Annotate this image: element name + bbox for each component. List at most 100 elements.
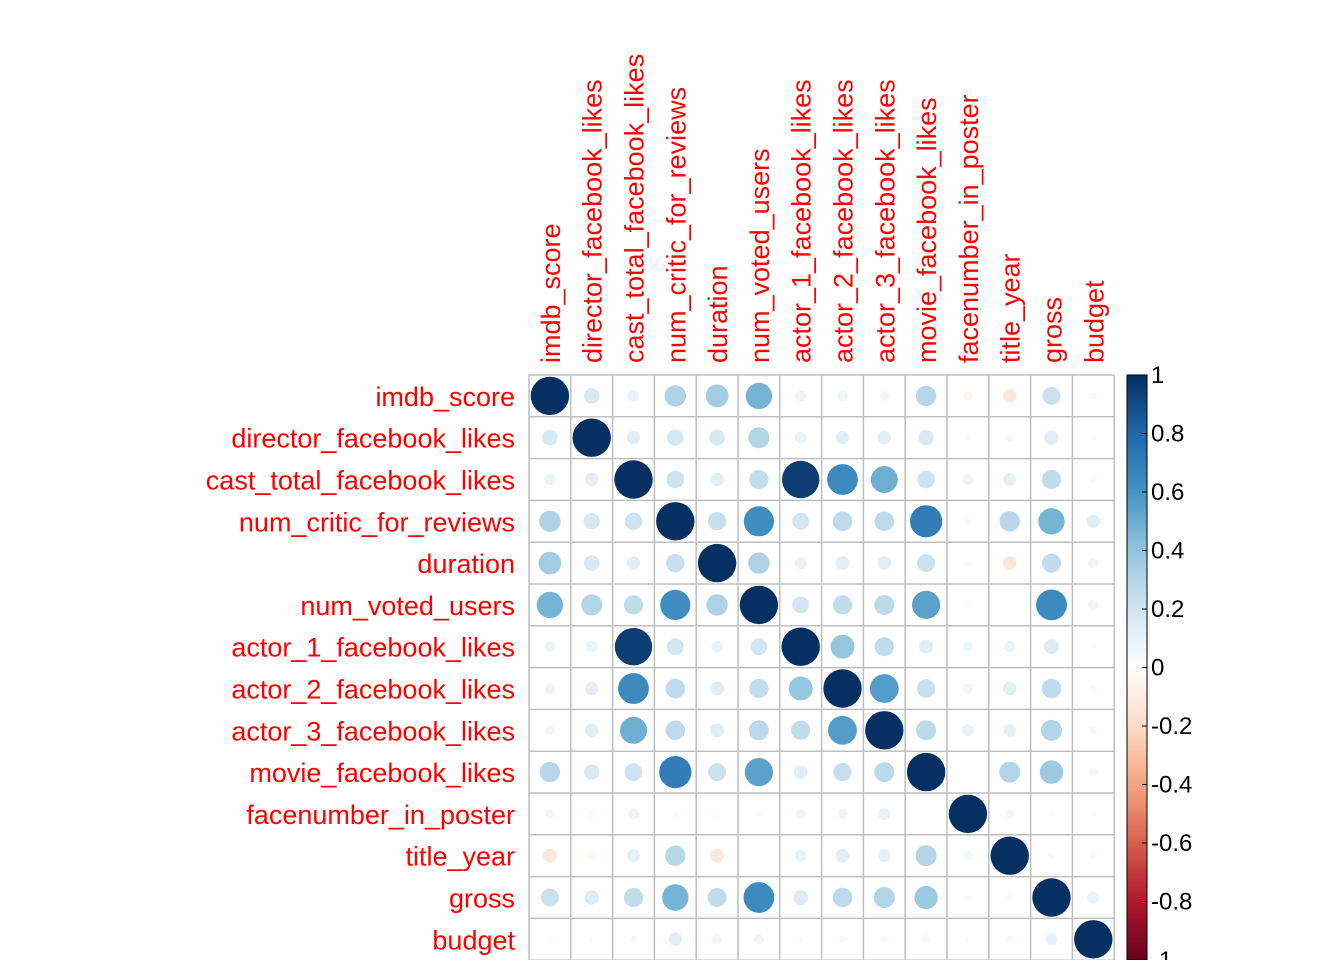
- corr-cell-gross-title_year: [1006, 894, 1013, 901]
- corr-cell-num_voted_users-num_critic_for_reviews: [660, 589, 691, 621]
- corr-cell-num_voted_users-imdb_score: [536, 591, 564, 619]
- corr-cell-facenumber_in_poster-actor_1_facebook_likes: [795, 808, 806, 820]
- corr-cell-facenumber_in_poster-duration: [713, 810, 721, 818]
- corr-cell-budget-num_critic_for_reviews: [668, 932, 682, 946]
- corr-cell-budget-actor_3_facebook_likes: [880, 935, 889, 944]
- corr-cell-movie_facebook_likes-cast_total_facebook_likes: [624, 763, 643, 781]
- corr-cell-imdb_score-num_voted_users: [745, 382, 773, 410]
- legend-tick-label: 1: [1151, 362, 1164, 389]
- corr-cell-cast_total_facebook_likes-gross: [1041, 469, 1062, 490]
- corr-cell-budget-imdb_score: [546, 936, 554, 943]
- corr-cell-num_critic_for_reviews-num_voted_users: [743, 506, 775, 537]
- corr-cell-cast_total_facebook_likes-imdb_score: [544, 473, 556, 486]
- corr-cell-actor_3_facebook_likes-imdb_score: [545, 725, 555, 735]
- corr-cell-actor_2_facebook_likes-actor_3_facebook_likes: [869, 674, 899, 703]
- corr-cell-duration-imdb_score: [538, 551, 562, 575]
- corr-cell-title_year-actor_3_facebook_likes: [877, 849, 891, 863]
- legend-tick-label: -0.4: [1151, 772, 1192, 799]
- corr-cell-title_year-num_critic_for_reviews: [665, 845, 686, 866]
- corr-cell-facenumber_in_poster-budget: [1090, 811, 1097, 817]
- corr-cell-actor_1_facebook_likes-actor_3_facebook_likes: [874, 637, 894, 657]
- col-label-actor_3_facebook_likes: actor_3_facebook_likes: [870, 79, 900, 363]
- corr-cell-num_voted_users-actor_1_facebook_likes: [792, 596, 810, 614]
- corr-cell-budget-facenumber_in_poster: [965, 936, 971, 942]
- corr-cell-director_facebook_likes-title_year: [1005, 433, 1014, 443]
- corr-cell-movie_facebook_likes-actor_3_facebook_likes: [874, 762, 895, 783]
- corr-cell-actor_3_facebook_likes-num_critic_for_reviews: [665, 720, 686, 741]
- corr-cell-actor_2_facebook_likes-director_facebook_likes: [585, 681, 599, 696]
- col-label-num_critic_for_reviews: num_critic_for_reviews: [661, 87, 691, 363]
- corr-cell-director_facebook_likes-gross: [1044, 430, 1059, 445]
- corr-cell-imdb_score-facenumber_in_poster: [963, 391, 973, 401]
- corr-cell-actor_2_facebook_likes-imdb_score: [544, 683, 556, 694]
- corr-cell-actor_3_facebook_likes-gross: [1041, 719, 1062, 741]
- corr-cell-duration-budget: [1088, 558, 1099, 569]
- corr-cell-actor_2_facebook_likes-gross: [1041, 678, 1062, 699]
- corr-cell-actor_3_facebook_likes-duration: [710, 723, 724, 738]
- corr-cell-num_critic_for_reviews-facenumber_in_poster: [964, 518, 972, 525]
- corr-cell-movie_facebook_likes-imdb_score: [539, 761, 561, 783]
- column-labels: imdb_score director_facebook_likes cast_to…: [536, 54, 1109, 363]
- corr-cell-duration-director_facebook_likes: [583, 555, 600, 571]
- corr-cell-duration-duration: [697, 543, 737, 583]
- corr-cell-num_critic_for_reviews-actor_1_facebook_likes: [792, 512, 810, 530]
- corr-cell-cast_total_facebook_likes-budget: [1089, 475, 1098, 484]
- corr-cell-facenumber_in_poster-movie_facebook_likes: [924, 812, 928, 816]
- corr-cell-facenumber_in_poster-imdb_score: [545, 809, 555, 819]
- legend-tick-label: 0.6: [1151, 479, 1184, 506]
- corr-cell-director_facebook_likes-num_voted_users: [748, 427, 770, 449]
- corr-cell-num_voted_users-facenumber_in_poster: [964, 601, 972, 609]
- corr-cell-num_voted_users-movie_facebook_likes: [912, 590, 941, 620]
- corr-cell-director_facebook_likes-actor_3_facebook_likes: [877, 431, 891, 445]
- corr-cell-director_facebook_likes-actor_1_facebook_likes: [794, 431, 807, 444]
- corr-cell-num_critic_for_reviews-actor_3_facebook_likes: [874, 511, 895, 532]
- corr-cell-movie_facebook_likes-duration: [708, 763, 727, 782]
- col-label-num_voted_users: num_voted_users: [745, 148, 775, 363]
- row-label-num_critic_for_reviews: num_critic_for_reviews: [239, 507, 515, 537]
- corr-cell-actor_3_facebook_likes-actor_2_facebook_likes: [828, 715, 857, 745]
- corr-cell-duration-facenumber_in_poster: [964, 559, 972, 567]
- corr-cell-actor_1_facebook_likes-title_year: [1003, 640, 1016, 653]
- col-label-cast_total_facebook_likes: cast_total_facebook_likes: [620, 54, 650, 363]
- row-label-duration: duration: [417, 549, 515, 579]
- legend-tick-label: 0.8: [1151, 421, 1184, 448]
- corr-cell-actor_2_facebook_likes-title_year: [1003, 681, 1017, 696]
- corr-cell-movie_facebook_likes-actor_1_facebook_likes: [793, 765, 808, 779]
- corr-cell-imdb_score-actor_2_facebook_likes: [837, 390, 848, 402]
- corr-cell-num_voted_users-title_year: [1007, 603, 1012, 607]
- corr-cell-facenumber_in_poster-num_critic_for_reviews: [672, 810, 679, 818]
- corr-cell-num_voted_users-director_facebook_likes: [581, 594, 603, 616]
- corr-cell-director_facebook_likes-actor_2_facebook_likes: [835, 431, 850, 445]
- corr-cell-facenumber_in_poster-director_facebook_likes: [587, 810, 596, 818]
- corr-cell-cast_total_facebook_likes-cast_total_facebook_likes: [614, 460, 653, 499]
- legend-tick-label: 0.4: [1151, 538, 1184, 565]
- corr-cell-imdb_score-duration: [705, 384, 729, 408]
- col-label-budget: budget: [1079, 280, 1109, 363]
- row-label-imdb_score: imdb_score: [375, 382, 515, 412]
- corr-cell-budget-title_year: [1005, 935, 1014, 944]
- corr-cell-title_year-gross: [1048, 852, 1055, 859]
- corr-cell-actor_3_facebook_likes-movie_facebook_likes: [916, 720, 937, 741]
- col-label-gross: gross: [1038, 297, 1068, 363]
- corr-cell-director_facebook_likes-movie_facebook_likes: [918, 430, 934, 446]
- corr-cell-director_facebook_likes-imdb_score: [542, 429, 558, 446]
- corr-cell-budget-num_voted_users: [753, 934, 765, 945]
- corr-cell-num_critic_for_reviews-budget: [1086, 514, 1101, 528]
- corr-cell-cast_total_facebook_likes-actor_2_facebook_likes: [827, 464, 858, 495]
- corr-cell-title_year-facenumber_in_poster: [963, 851, 973, 861]
- corr-cell-title_year-title_year: [990, 836, 1029, 875]
- corr-cell-gross-actor_3_facebook_likes: [873, 887, 895, 908]
- row-label-num_voted_users: num_voted_users: [300, 591, 515, 621]
- col-label-duration: duration: [703, 265, 733, 363]
- corr-cell-actor_3_facebook_likes-facenumber_in_poster: [961, 724, 975, 737]
- corr-cell-num_voted_users-cast_total_facebook_likes: [623, 595, 644, 615]
- corr-cell-actor_1_facebook_likes-actor_2_facebook_likes: [830, 634, 855, 659]
- corr-cell-imdb_score-actor_3_facebook_likes: [879, 391, 889, 401]
- corr-cell-title_year-movie_facebook_likes: [915, 845, 937, 867]
- corr-cell-actor_1_facebook_likes-budget: [1090, 644, 1097, 650]
- corr-cell-budget-actor_2_facebook_likes: [838, 935, 847, 944]
- corr-cell-duration-actor_3_facebook_likes: [877, 556, 892, 570]
- corr-cell-budget-budget: [1074, 920, 1113, 959]
- corr-cell-facenumber_in_poster-facenumber_in_poster: [948, 794, 988, 834]
- row-label-budget: budget: [432, 925, 515, 955]
